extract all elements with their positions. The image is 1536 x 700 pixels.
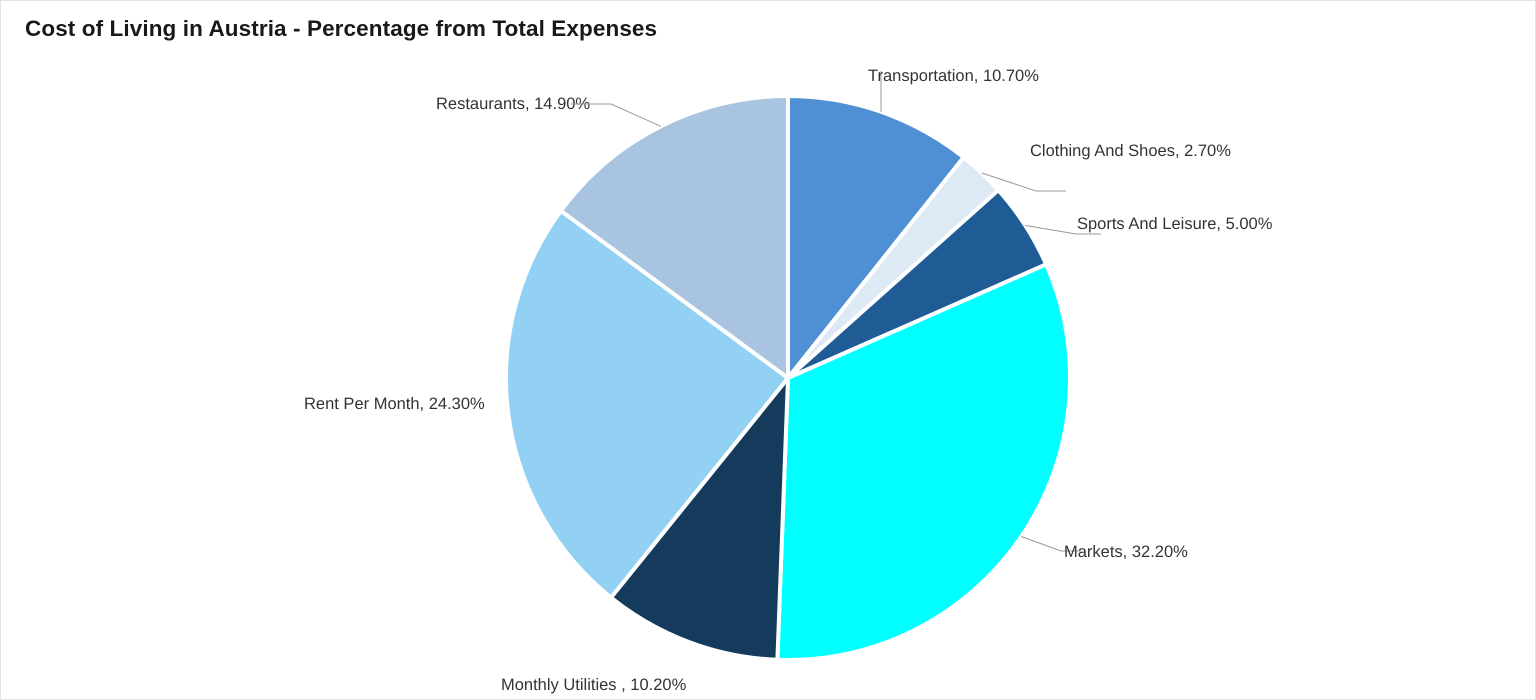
svg-text:Clothing And Shoes, 2.70%: Clothing And Shoes, 2.70% [1030, 142, 1231, 160]
svg-text:Sports And Leisure, 5.00%: Sports And Leisure, 5.00% [1077, 215, 1273, 233]
svg-text:Markets, 32.20%: Markets, 32.20% [1064, 543, 1188, 561]
svg-text:Transportation, 10.70%: Transportation, 10.70% [868, 67, 1039, 85]
svg-text:Monthly Utilities , 10.20%: Monthly Utilities , 10.20% [501, 676, 687, 694]
svg-text:Restaurants, 14.90%: Restaurants, 14.90% [436, 95, 590, 113]
svg-text:Rent Per Month, 24.30%: Rent Per Month, 24.30% [304, 395, 485, 413]
